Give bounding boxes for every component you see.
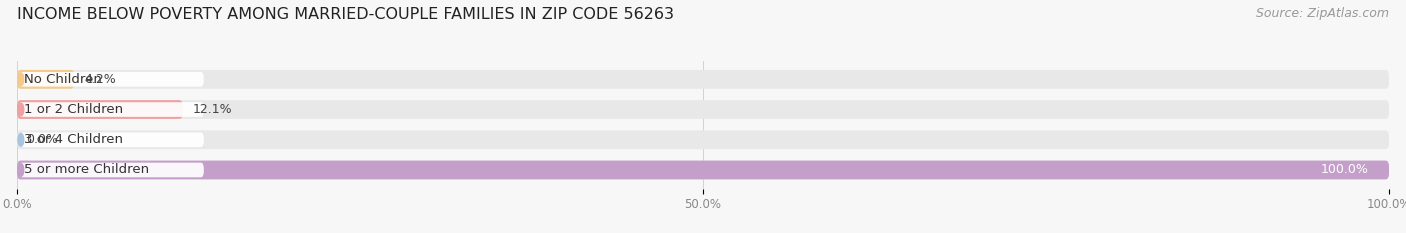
Text: 100.0%: 100.0% xyxy=(1320,164,1368,176)
Text: 5 or more Children: 5 or more Children xyxy=(24,164,149,176)
Circle shape xyxy=(18,103,24,116)
FancyBboxPatch shape xyxy=(17,70,75,89)
FancyBboxPatch shape xyxy=(18,102,204,117)
Circle shape xyxy=(18,164,24,176)
Text: No Children: No Children xyxy=(24,73,101,86)
Text: 0.0%: 0.0% xyxy=(27,133,59,146)
FancyBboxPatch shape xyxy=(18,132,204,147)
Text: Source: ZipAtlas.com: Source: ZipAtlas.com xyxy=(1256,7,1389,20)
FancyBboxPatch shape xyxy=(18,163,204,177)
FancyBboxPatch shape xyxy=(17,130,1389,149)
Text: 4.2%: 4.2% xyxy=(84,73,115,86)
Text: 12.1%: 12.1% xyxy=(193,103,232,116)
FancyBboxPatch shape xyxy=(17,70,1389,89)
Text: 3 or 4 Children: 3 or 4 Children xyxy=(24,133,122,146)
Circle shape xyxy=(18,133,24,146)
Text: 1 or 2 Children: 1 or 2 Children xyxy=(24,103,122,116)
FancyBboxPatch shape xyxy=(17,161,1389,179)
FancyBboxPatch shape xyxy=(17,161,1389,179)
FancyBboxPatch shape xyxy=(17,100,1389,119)
Text: INCOME BELOW POVERTY AMONG MARRIED-COUPLE FAMILIES IN ZIP CODE 56263: INCOME BELOW POVERTY AMONG MARRIED-COUPL… xyxy=(17,7,673,22)
Circle shape xyxy=(18,73,24,86)
FancyBboxPatch shape xyxy=(17,100,183,119)
FancyBboxPatch shape xyxy=(18,72,204,87)
